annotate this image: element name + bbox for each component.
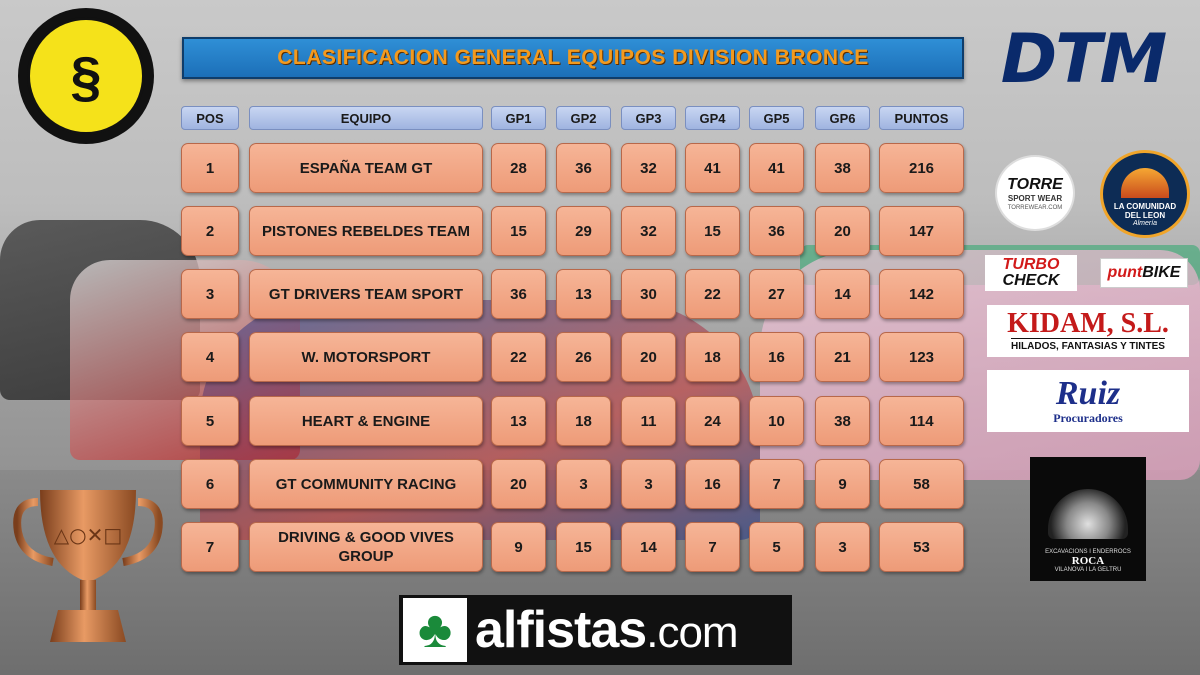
position-cell: 2	[181, 206, 239, 256]
gp5-points-cell: 16	[749, 332, 804, 382]
header-gp5: GP5	[749, 106, 804, 130]
gp2-points-cell: 13	[556, 269, 611, 319]
position-cell: 3	[181, 269, 239, 319]
header-gp3: GP3	[621, 106, 676, 130]
total-points-cell: 147	[879, 206, 964, 256]
roca-logo: EXCAVACIONS I ENDERROCS ROCA VILANOVA I …	[1030, 457, 1146, 581]
team-name-cell: GT DRIVERS TEAM SPORT	[249, 269, 483, 319]
gp2-points-cell: 15	[556, 522, 611, 572]
dtm-logo: DTM	[1000, 19, 1168, 99]
team-name-cell: ESPAÑA TEAM GT	[249, 143, 483, 193]
header-gp6: GP6	[815, 106, 870, 130]
gp4-points-cell: 7	[685, 522, 740, 572]
team-name-cell: PISTONES REBELDES TEAM	[249, 206, 483, 256]
gp3-points-cell: 3	[621, 459, 676, 509]
gp6-points-cell: 9	[815, 459, 870, 509]
gp1-points-cell: 20	[491, 459, 546, 509]
total-points-cell: 53	[879, 522, 964, 572]
gp1-points-cell: 28	[491, 143, 546, 193]
puntbike-logo: punt BIKE	[1100, 258, 1188, 288]
team-name-cell: DRIVING & GOOD VIVES GROUP	[249, 522, 483, 572]
torre-sponsor-logo: TORRE SPORT WEAR TORREWEAR.COM	[995, 155, 1075, 231]
gp5-points-cell: 10	[749, 396, 804, 446]
gp4-points-cell: 16	[685, 459, 740, 509]
header-gp4: GP4	[685, 106, 740, 130]
position-cell: 1	[181, 143, 239, 193]
header-gp1: GP1	[491, 106, 546, 130]
gp3-points-cell: 32	[621, 206, 676, 256]
gp1-points-cell: 9	[491, 522, 546, 572]
ruiz-procuradores-logo: Ruiz Procuradores	[987, 370, 1189, 432]
gp4-points-cell: 22	[685, 269, 740, 319]
clover-icon: ♣	[403, 598, 467, 662]
gp5-points-cell: 27	[749, 269, 804, 319]
total-points-cell: 114	[879, 396, 964, 446]
gp3-points-cell: 20	[621, 332, 676, 382]
team-name-cell: GT COMMUNITY RACING	[249, 459, 483, 509]
gp5-points-cell: 7	[749, 459, 804, 509]
position-cell: 5	[181, 396, 239, 446]
comunidad-leon-logo: LA COMUNIDAD DEL LEON Almería	[1100, 150, 1190, 238]
total-points-cell: 58	[879, 459, 964, 509]
position-cell: 6	[181, 459, 239, 509]
total-points-cell: 216	[879, 143, 964, 193]
team-name-cell: HEART & ENGINE	[249, 396, 483, 446]
gp1-points-cell: 36	[491, 269, 546, 319]
gp3-points-cell: 14	[621, 522, 676, 572]
trophy-icon: △○✕□	[13, 490, 163, 642]
svg-text:△○✕□: △○✕□	[54, 523, 123, 547]
page-title: CLASIFICACION GENERAL EQUIPOS DIVISION B…	[182, 37, 964, 79]
gp2-points-cell: 29	[556, 206, 611, 256]
header-pos: POS	[181, 106, 239, 130]
turbocheck-logo: TURBO CHECK	[985, 255, 1077, 291]
gp2-points-cell: 36	[556, 143, 611, 193]
kidam-logo: KIDAM, S.L. HILADOS, FANTASIAS Y TINTES	[987, 305, 1189, 357]
gp6-points-cell: 38	[815, 143, 870, 193]
page-title-text: CLASIFICACION GENERAL EQUIPOS DIVISION B…	[277, 46, 869, 69]
gp6-points-cell: 14	[815, 269, 870, 319]
gp2-points-cell: 26	[556, 332, 611, 382]
position-cell: 7	[181, 522, 239, 572]
total-points-cell: 123	[879, 332, 964, 382]
header-gp2: GP2	[556, 106, 611, 130]
total-points-cell: 142	[879, 269, 964, 319]
gp5-points-cell: 5	[749, 522, 804, 572]
header-puntos: PUNTOS	[879, 106, 964, 130]
gp3-points-cell: 11	[621, 396, 676, 446]
position-cell: 4	[181, 332, 239, 382]
gp4-points-cell: 24	[685, 396, 740, 446]
header-equipo: EQUIPO	[249, 106, 483, 130]
gp1-points-cell: 22	[491, 332, 546, 382]
gp6-points-cell: 20	[815, 206, 870, 256]
gp1-points-cell: 15	[491, 206, 546, 256]
gp5-points-cell: 36	[749, 206, 804, 256]
gp6-points-cell: 21	[815, 332, 870, 382]
team-name-cell: W. MOTORSPORT	[249, 332, 483, 382]
gp2-points-cell: 3	[556, 459, 611, 509]
flame-icon	[1048, 489, 1128, 539]
gp4-points-cell: 18	[685, 332, 740, 382]
gp6-points-cell: 3	[815, 522, 870, 572]
gp3-points-cell: 30	[621, 269, 676, 319]
biscione-icon: §	[70, 44, 102, 108]
gp4-points-cell: 41	[685, 143, 740, 193]
gp3-points-cell: 32	[621, 143, 676, 193]
gp1-points-cell: 13	[491, 396, 546, 446]
gp6-points-cell: 38	[815, 396, 870, 446]
squadra-corse-logo: §	[18, 8, 154, 144]
alfistas-logo: ♣ alfistas.com	[399, 595, 792, 665]
gp5-points-cell: 41	[749, 143, 804, 193]
lion-icon	[1121, 168, 1169, 198]
gp2-points-cell: 18	[556, 396, 611, 446]
gp4-points-cell: 15	[685, 206, 740, 256]
